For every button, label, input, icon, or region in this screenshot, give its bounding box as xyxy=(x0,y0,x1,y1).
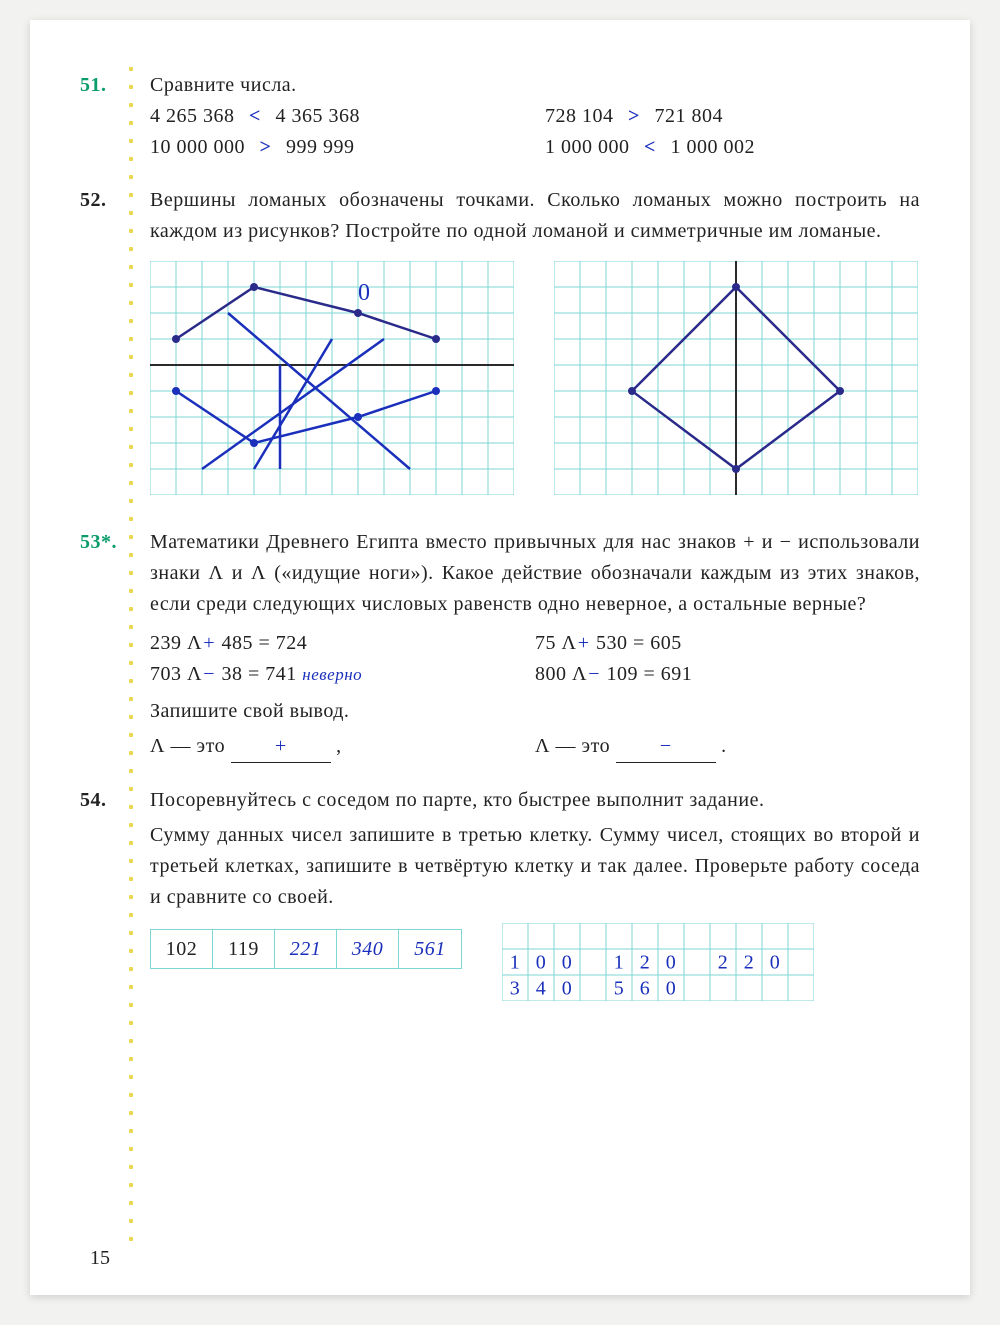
legs-icon: Λ xyxy=(562,632,577,654)
page-number: 15 xyxy=(90,1247,110,1270)
conclusion-1: Λ — это + , xyxy=(150,731,535,763)
legs-icon: Λ xyxy=(572,663,587,685)
conclusion-label: Запишите свой вывод. xyxy=(150,696,920,727)
cmp-lhs: 10 000 000 xyxy=(150,136,245,158)
svg-text:0: 0 xyxy=(562,952,573,974)
eq-rhs: 109 = 691 xyxy=(601,663,692,685)
conclusion-2: Λ — это − . xyxy=(535,731,920,763)
cmp-rhs: 4 365 368 xyxy=(276,105,361,127)
svg-text:0: 0 xyxy=(770,952,781,974)
cmp-rhs: 999 999 xyxy=(286,136,355,158)
task-title: Сравните числа. xyxy=(150,70,920,101)
sequence-grid-right: 100120220340560 xyxy=(502,923,814,1001)
cmp-rhs: 1 000 002 xyxy=(671,136,756,158)
task-text: Посоревнуйтесь с соседом по парте, кто б… xyxy=(150,785,920,816)
cmp-rhs: 721 804 xyxy=(655,105,724,127)
eq-op-hand: + xyxy=(202,632,216,654)
sequence-cell: 340 xyxy=(337,930,399,968)
sequence-cell: 119 xyxy=(213,930,275,968)
legs-icon: Λ xyxy=(187,632,202,654)
svg-text:3: 3 xyxy=(510,978,521,1000)
eq-lhs: 75 xyxy=(535,632,562,654)
workbook-page: 51. Сравните числа. 4 265 368 < 4 365 36… xyxy=(30,20,970,1295)
sequence-cell: 102 xyxy=(151,930,213,968)
text-span: и xyxy=(224,562,251,584)
task-51: 51. Сравните числа. 4 265 368 < 4 365 36… xyxy=(80,70,920,163)
sequence-table-left: 102119221340561 xyxy=(150,929,462,969)
task-text: Математики Древнего Египта вместо привыч… xyxy=(150,527,920,620)
cmp-lhs: 1 000 000 xyxy=(545,136,630,158)
equation: 800 Λ− 109 = 691 xyxy=(535,659,920,690)
svg-text:0: 0 xyxy=(666,952,677,974)
equation: 703 Λ− 38 = 741 неверно xyxy=(150,659,535,690)
cmp-lhs: 4 265 368 xyxy=(150,105,235,127)
task-52: 52. Вершины ломаных обозначены точками. … xyxy=(80,185,920,505)
cmp-op: > xyxy=(251,132,281,163)
task-text: Сумму данных чисел запишите в третью кле… xyxy=(150,820,920,913)
equation: 239 Λ+ 485 = 724 xyxy=(150,628,535,659)
cmp-op: < xyxy=(635,132,665,163)
svg-text:0: 0 xyxy=(562,978,573,1000)
svg-text:1: 1 xyxy=(614,952,625,974)
task-number: 54. xyxy=(80,785,150,1001)
svg-text:6: 6 xyxy=(640,978,651,1000)
margin-dots xyxy=(128,60,134,1255)
svg-text:2: 2 xyxy=(640,952,651,974)
eq-lhs: 239 xyxy=(150,632,187,654)
legs-icon: Λ xyxy=(535,735,550,757)
eq-op-hand: + xyxy=(577,632,591,654)
eq-op-hand: − xyxy=(202,663,216,685)
legs-icon: Λ xyxy=(209,562,224,584)
task-54: 54. Посоревнуйтесь с соседом по парте, к… xyxy=(80,785,920,1001)
eq-op-hand: − xyxy=(587,663,601,685)
equation: 75 Λ+ 530 = 605 xyxy=(535,628,920,659)
sequence-cell: 561 xyxy=(399,930,461,968)
svg-text:0: 0 xyxy=(358,280,371,306)
svg-text:5: 5 xyxy=(614,978,625,1000)
cmp-lhs: 728 104 xyxy=(545,105,614,127)
svg-text:2: 2 xyxy=(718,952,729,974)
task-number: 53*. xyxy=(80,527,150,763)
text-span: («идущие ноги»). Какое действие обознача… xyxy=(150,562,920,615)
answer-2: − xyxy=(616,731,716,763)
eq-rhs: 38 = 741 xyxy=(216,663,297,685)
cmp-op: > xyxy=(619,101,649,132)
svg-text:2: 2 xyxy=(744,952,755,974)
legs-icon: Λ xyxy=(251,562,266,584)
task-number: 51. xyxy=(80,70,150,163)
eq-lhs: 703 xyxy=(150,663,187,685)
text-span: — это xyxy=(165,735,231,757)
task-number: 52. xyxy=(80,185,150,505)
svg-text:0: 0 xyxy=(536,952,547,974)
text-span: — это xyxy=(550,735,616,757)
sequence-cell: 221 xyxy=(275,930,337,968)
grid-diagram-left: 0 xyxy=(150,261,514,495)
svg-text:4: 4 xyxy=(536,978,547,1000)
eq-rhs: 530 = 605 xyxy=(591,632,682,654)
cmp-op: < xyxy=(240,101,270,132)
svg-text:1: 1 xyxy=(510,952,521,974)
task-53: 53*. Математики Древнего Египта вместо п… xyxy=(80,527,920,763)
eq-lhs: 800 xyxy=(535,663,572,685)
eq-rhs: 485 = 724 xyxy=(216,632,307,654)
legs-icon: Λ xyxy=(150,735,165,757)
svg-text:0: 0 xyxy=(666,978,677,1000)
task-text: Вершины ломаных обозначены точками. Скол… xyxy=(150,185,920,247)
answer-1: + xyxy=(231,731,331,763)
eq-note: неверно xyxy=(302,665,362,684)
grid-diagram-right xyxy=(554,261,918,495)
legs-icon: Λ xyxy=(187,663,202,685)
